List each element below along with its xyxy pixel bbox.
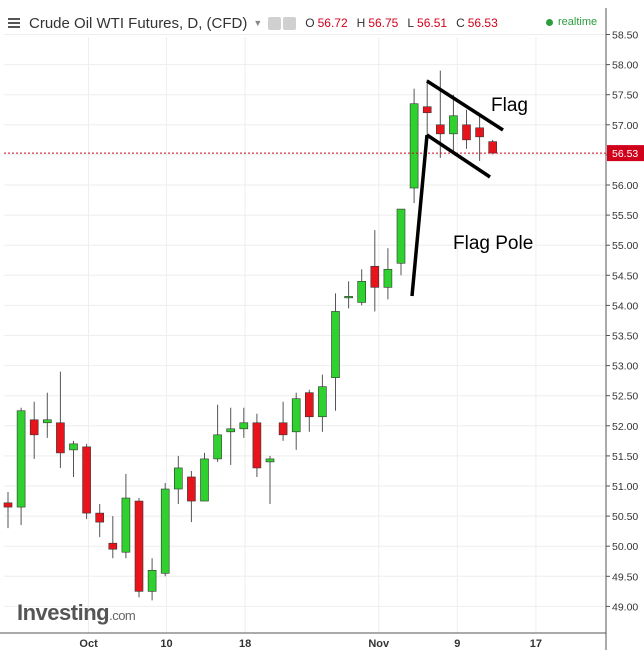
- last-price-label: 56.53: [612, 148, 638, 160]
- candle-body: [239, 422, 249, 430]
- flag-upper-line: [426, 79, 504, 132]
- flag-label: Flag: [491, 95, 528, 116]
- candle-body: [422, 106, 432, 114]
- investing-logo: Investing.com: [17, 600, 136, 626]
- candle-body: [344, 296, 353, 299]
- x-tick-label: 18: [239, 638, 251, 650]
- y-tick-label: 55.50: [612, 210, 638, 222]
- candle-body: [357, 281, 367, 303]
- y-tick-label: 51.00: [612, 481, 638, 493]
- candle-body: [265, 458, 275, 463]
- candle-body: [213, 434, 222, 460]
- candle-body: [252, 422, 262, 469]
- candle-body: [147, 569, 157, 592]
- candle-body: [187, 476, 196, 502]
- candle-body: [396, 208, 406, 264]
- flag-pole-line: [410, 134, 429, 297]
- open-label: O: [305, 16, 315, 30]
- y-tick-label: 57.00: [612, 120, 638, 132]
- candle-body: [160, 488, 170, 574]
- logo-text: Investing: [17, 600, 110, 625]
- candle-body: [318, 386, 327, 418]
- logo-suffix: .com: [109, 608, 136, 623]
- candle-body: [69, 443, 78, 451]
- candle-body: [95, 512, 104, 523]
- chart-title: Crude Oil WTI Futures, D, (CFD): [29, 14, 248, 32]
- last-price-badge: [607, 145, 644, 162]
- y-tick-label: 49.50: [612, 571, 638, 583]
- candle-body: [291, 398, 301, 433]
- close-value: 56.53: [467, 16, 498, 30]
- y-tick-label: 52.50: [612, 391, 638, 403]
- open-value: 56.72: [317, 16, 348, 30]
- candle-body: [449, 115, 458, 135]
- candle-body: [3, 502, 13, 508]
- candle-body: [200, 458, 209, 502]
- candle-body: [488, 141, 498, 154]
- candle-body: [370, 265, 380, 288]
- y-tick-label: 53.00: [612, 361, 638, 373]
- candle-body: [134, 500, 144, 592]
- realtime-label: realtime: [558, 16, 598, 28]
- candle-body: [42, 419, 52, 424]
- flag-lower-line: [426, 133, 491, 179]
- candle-body: [475, 127, 484, 138]
- candle-body: [409, 103, 419, 189]
- x-tick-label: 9: [454, 638, 460, 650]
- y-tick-label: 54.50: [612, 270, 638, 282]
- y-tick-label: 52.00: [612, 421, 638, 433]
- low-label: L: [407, 16, 415, 30]
- close-label: C: [456, 16, 465, 30]
- y-tick-label: 57.50: [612, 90, 638, 102]
- x-tick-label: Nov: [368, 638, 390, 650]
- y-tick-label: 55.00: [612, 240, 638, 252]
- settings-icon[interactable]: [283, 16, 297, 30]
- candle-body: [29, 419, 39, 436]
- flag-pole-label: Flag Pole: [453, 233, 533, 254]
- low-value: 56.51: [417, 16, 448, 30]
- y-tick-label: 56.00: [612, 180, 638, 192]
- candle-body: [121, 497, 131, 553]
- candle-body: [304, 392, 314, 418]
- realtime-indicator: realtime: [546, 16, 597, 28]
- y-tick-label: 53.50: [612, 331, 638, 343]
- candle-body: [278, 422, 288, 436]
- candle-body: [383, 268, 393, 288]
- candle-body: [331, 311, 340, 378]
- candle-body: [108, 542, 118, 550]
- caret-down-icon[interactable]: ▼: [253, 18, 263, 28]
- y-tick-label: 58.00: [612, 60, 638, 72]
- candles: [3, 70, 498, 601]
- y-tick-label: 50.50: [612, 511, 638, 523]
- candle-body: [226, 428, 235, 433]
- y-tick-label: 54.00: [612, 300, 638, 312]
- x-tick-label: 17: [530, 638, 542, 650]
- candle-body: [462, 124, 471, 141]
- candle-body: [435, 124, 445, 135]
- high-value: 56.75: [368, 16, 399, 30]
- candle-body: [174, 467, 183, 490]
- eye-icon[interactable]: [268, 16, 282, 30]
- annotations: Flag Flag Pole: [4, 79, 606, 297]
- candle-body: [16, 410, 26, 508]
- x-tick-label: Oct: [79, 638, 98, 650]
- candle-body: [82, 446, 91, 514]
- x-tick-label: 10: [160, 638, 172, 650]
- high-label: H: [356, 16, 366, 30]
- y-tick-label: 58.50: [612, 30, 638, 42]
- y-tick-label: 50.00: [612, 541, 638, 553]
- menu-icon[interactable]: [8, 18, 20, 28]
- grid: [4, 34, 606, 633]
- axes: 49.00 49.50 50.00 50.50 51.00 51.50 52.00 52.50…: [0, 8, 644, 650]
- y-tick-label: 51.50: [612, 451, 638, 463]
- realtime-dot-icon: [546, 18, 553, 26]
- candle-body: [56, 422, 65, 454]
- y-tick-label: 49.00: [612, 601, 638, 613]
- chart-header: Crude Oil WTI Futures, D, (CFD) ▼ O 56.7…: [29, 13, 498, 33]
